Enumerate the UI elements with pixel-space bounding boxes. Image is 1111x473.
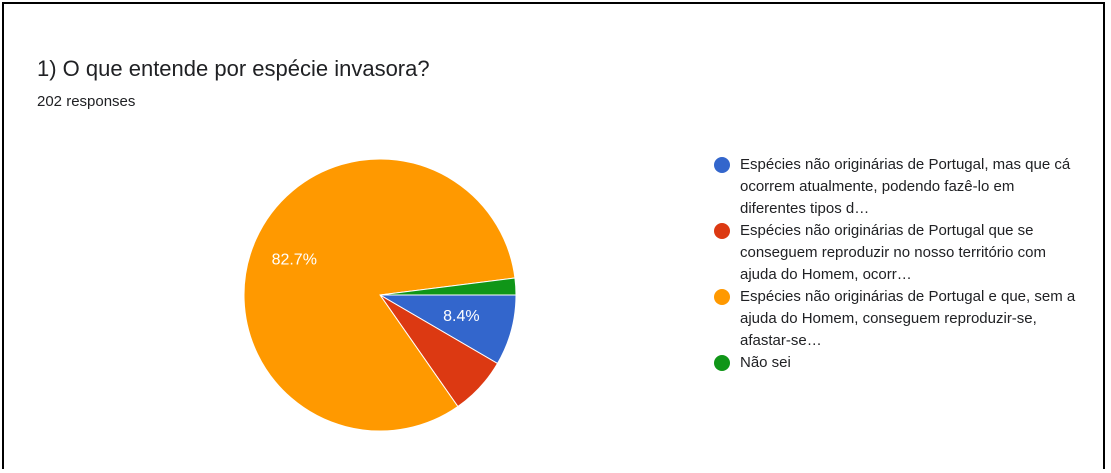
pie-slice-4[interactable] xyxy=(379,277,517,296)
legend-swatch-icon xyxy=(714,223,730,239)
legend-label: Espécies não originárias de Portugal que… xyxy=(740,222,1046,283)
legend-swatch-icon xyxy=(714,355,730,371)
question-title: 1) O que entende por espécie invasora? xyxy=(37,56,430,81)
legend-swatch-icon xyxy=(714,157,730,173)
legend-swatch-icon xyxy=(714,289,730,305)
legend-item-1[interactable]: Espécies não originárias de Portugal, ma… xyxy=(714,154,1084,220)
legend-item-4[interactable]: Não sei xyxy=(714,352,1084,374)
legend: Espécies não originárias de Portugal, ma… xyxy=(714,154,1084,374)
legend-label: Espécies não originárias de Portugal, ma… xyxy=(740,156,1071,217)
legend-label: Não sei xyxy=(740,354,791,371)
pie-slice-3[interactable] xyxy=(243,158,516,432)
slice-data-label-3: 82.7% xyxy=(272,252,317,269)
legend-item-2[interactable]: Espécies não originárias de Portugal que… xyxy=(714,220,1084,286)
response-count: 202 responses xyxy=(37,93,136,110)
slice-data-label-1: 8.4% xyxy=(443,308,479,325)
legend-item-3[interactable]: Espécies não originárias de Portugal e q… xyxy=(714,286,1084,352)
legend-label: Espécies não originárias de Portugal e q… xyxy=(740,288,1076,349)
pie-chart: 8.4% 82.7% xyxy=(243,158,517,432)
